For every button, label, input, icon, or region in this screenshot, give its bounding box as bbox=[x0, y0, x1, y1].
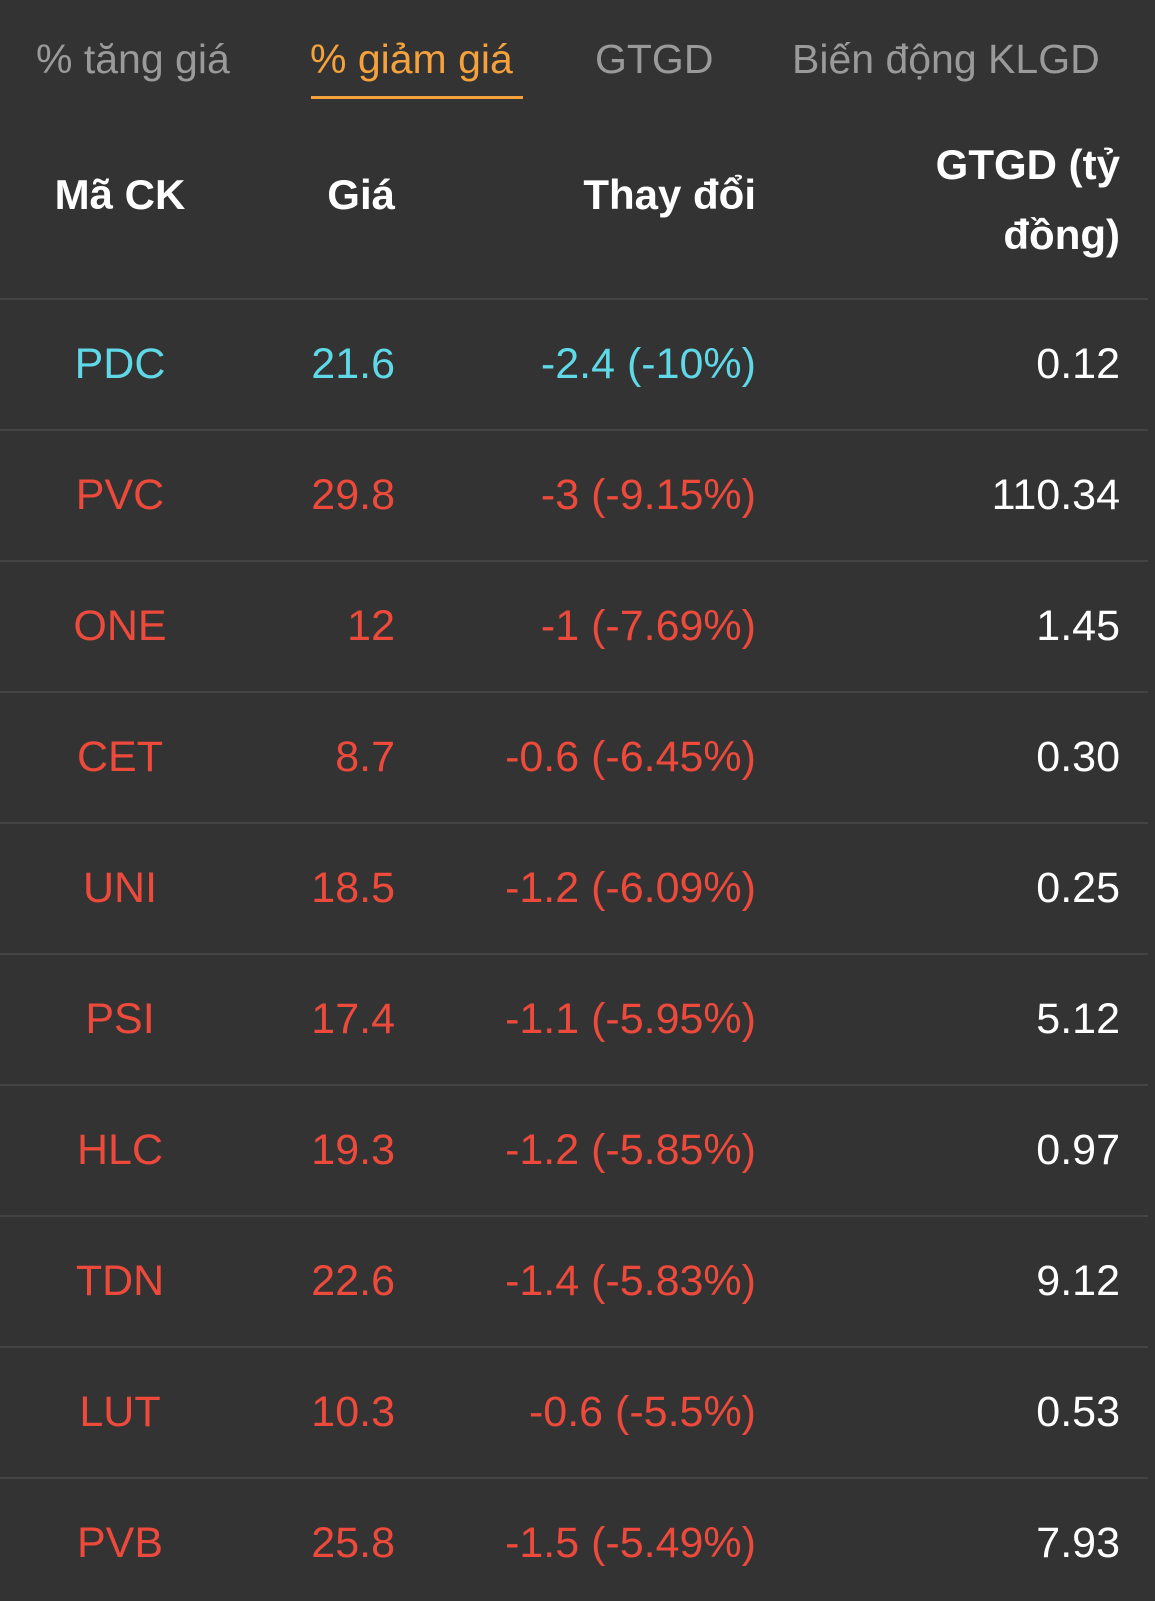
row-change: -1.1 (-5.95%) bbox=[505, 995, 756, 1043]
row-price: 10.3 bbox=[311, 1388, 395, 1436]
header-price[interactable]: Giá bbox=[327, 171, 395, 218]
table-row[interactable]: ONE 12 -1 (-7.69%) 1.45 bbox=[0, 562, 1148, 693]
row-change: -2.4 (-10%) bbox=[540, 340, 756, 388]
row-change: -0.6 (-5.5%) bbox=[528, 1388, 756, 1436]
row-symbol[interactable]: UNI bbox=[82, 864, 158, 912]
table-header: Mã CK Giá Thay đổi GTGD (tỷ đồng) bbox=[0, 110, 1148, 300]
row-symbol[interactable]: HLC bbox=[76, 1126, 164, 1174]
row-price: 17.4 bbox=[311, 995, 395, 1043]
header-trading-value-line1: GTGD (tỷ bbox=[935, 141, 1120, 188]
table-row[interactable]: PVB 25.8 -1.5 (-5.49%) 7.93 bbox=[0, 1479, 1148, 1601]
row-change: -1.2 (-5.85%) bbox=[505, 1126, 756, 1174]
row-trading-value: 0.97 bbox=[1036, 1126, 1120, 1174]
row-price: 22.6 bbox=[311, 1257, 395, 1305]
header-trading-value[interactable]: GTGD (tỷ đồng) bbox=[860, 130, 1120, 270]
header-symbol[interactable]: Mã CK bbox=[54, 171, 186, 218]
row-symbol[interactable]: PSI bbox=[85, 995, 155, 1043]
table-row[interactable]: HLC 19.3 -1.2 (-5.85%) 0.97 bbox=[0, 1086, 1148, 1217]
row-change: -1 (-7.69%) bbox=[540, 602, 756, 650]
tab-losers[interactable]: % giảm giá bbox=[310, 36, 513, 82]
row-symbol[interactable]: ONE bbox=[73, 602, 167, 650]
row-trading-value: 0.53 bbox=[1036, 1388, 1120, 1436]
row-symbol[interactable]: PDC bbox=[74, 340, 166, 388]
row-symbol[interactable]: TDN bbox=[75, 1257, 165, 1305]
row-trading-value: 0.30 bbox=[1036, 733, 1120, 781]
table-row[interactable]: CET 8.7 -0.6 (-6.45%) 0.30 bbox=[0, 693, 1148, 824]
row-price: 18.5 bbox=[311, 864, 395, 912]
table-row[interactable]: LUT 10.3 -0.6 (-5.5%) 0.53 bbox=[0, 1348, 1148, 1479]
row-price: 29.8 bbox=[311, 471, 395, 519]
row-price: 25.8 bbox=[311, 1519, 395, 1567]
row-trading-value: 110.34 bbox=[991, 471, 1120, 519]
row-trading-value: 5.12 bbox=[1036, 995, 1120, 1043]
row-trading-value: 9.12 bbox=[1036, 1257, 1120, 1305]
row-change: -0.6 (-6.45%) bbox=[505, 733, 756, 781]
row-trading-value: 1.45 bbox=[1036, 602, 1120, 650]
row-price: 21.6 bbox=[311, 340, 395, 388]
tab-gainers[interactable]: % tăng giá bbox=[36, 36, 230, 82]
row-symbol[interactable]: PVC bbox=[75, 471, 165, 519]
tab-volume-change[interactable]: Biến động KLGD bbox=[792, 36, 1100, 82]
active-tab-indicator bbox=[311, 96, 523, 99]
tab-bar: % tăng giá % giảm giá GTGD Biến động KLG… bbox=[0, 0, 1155, 110]
header-trading-value-line2: đồng) bbox=[1003, 211, 1120, 258]
row-trading-value: 7.93 bbox=[1036, 1519, 1120, 1567]
row-change: -1.2 (-6.09%) bbox=[505, 864, 756, 912]
row-price: 12 bbox=[347, 602, 395, 650]
table-row[interactable]: UNI 18.5 -1.2 (-6.09%) 0.25 bbox=[0, 824, 1148, 955]
row-symbol[interactable]: LUT bbox=[79, 1388, 161, 1436]
row-trading-value: 0.25 bbox=[1036, 864, 1120, 912]
row-trading-value: 0.12 bbox=[1036, 340, 1120, 388]
row-change: -1.5 (-5.49%) bbox=[505, 1519, 756, 1567]
table-row[interactable]: TDN 22.6 -1.4 (-5.83%) 9.12 bbox=[0, 1217, 1148, 1348]
row-change: -1.4 (-5.83%) bbox=[505, 1257, 756, 1305]
table-row[interactable]: PSI 17.4 -1.1 (-5.95%) 5.12 bbox=[0, 955, 1148, 1086]
table-row[interactable]: PVC 29.8 -3 (-9.15%) 110.34 bbox=[0, 431, 1148, 562]
row-price: 8.7 bbox=[335, 733, 395, 781]
table-body: PDC 21.6 -2.4 (-10%) 0.12 PVC 29.8 -3 (-… bbox=[0, 300, 1148, 1601]
row-change: -3 (-9.15%) bbox=[540, 471, 756, 519]
table-row[interactable]: PDC 21.6 -2.4 (-10%) 0.12 bbox=[0, 300, 1148, 431]
row-price: 19.3 bbox=[311, 1126, 395, 1174]
header-change[interactable]: Thay đổi bbox=[583, 171, 756, 218]
row-symbol[interactable]: CET bbox=[77, 733, 163, 781]
row-symbol[interactable]: PVB bbox=[76, 1519, 164, 1567]
tab-trading-value[interactable]: GTGD bbox=[595, 36, 714, 82]
